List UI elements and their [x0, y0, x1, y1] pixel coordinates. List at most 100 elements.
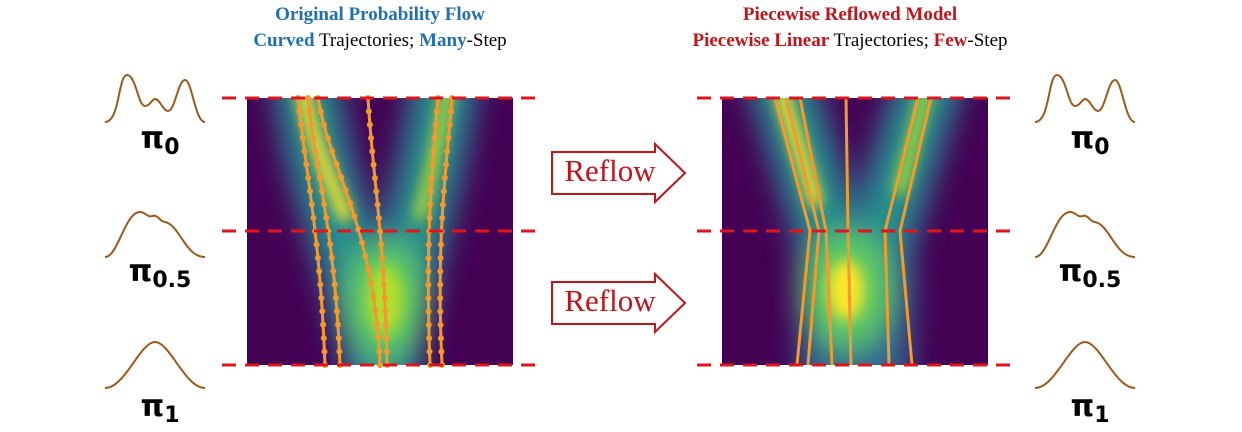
- trajectory-dot: [310, 214, 317, 221]
- density-curve: [104, 210, 206, 258]
- distribution-label: π0: [140, 121, 179, 160]
- trajectory-dot: [331, 281, 338, 288]
- trajectory-dot: [317, 281, 324, 288]
- trajectory-dot: [306, 108, 313, 115]
- reflow-arrow: Reflow: [551, 271, 687, 335]
- trajectory-dot: [425, 295, 432, 302]
- distribution-label: π0.5: [129, 254, 192, 293]
- trajectory-dot: [441, 174, 448, 181]
- reflow-arrow: Reflow: [551, 141, 687, 205]
- symbol: π: [1070, 389, 1094, 424]
- trajectory-dot: [371, 175, 378, 182]
- density-curve: [1034, 210, 1136, 258]
- trajectory-dot: [366, 121, 373, 128]
- trajectory-dot: [437, 255, 444, 262]
- trajectory-dot: [330, 268, 337, 275]
- trajectory-dot: [308, 201, 315, 208]
- trajectory-dot: [347, 200, 354, 207]
- trajectory-dot: [440, 188, 447, 195]
- trajectory-dot: [378, 241, 385, 248]
- trajectory-dot: [314, 161, 321, 168]
- trajectory-dot: [437, 295, 444, 302]
- trajectory-dot: [355, 226, 362, 233]
- trajectory-dot: [314, 254, 321, 261]
- density-curve: [104, 73, 206, 123]
- subtitle-part: Few: [934, 30, 968, 51]
- trajectory-dot: [319, 308, 326, 315]
- subtitle-part: -Step: [967, 30, 1007, 51]
- trajectory-dot: [334, 321, 341, 328]
- density-curve: [104, 340, 206, 389]
- trajectory-dot: [429, 161, 436, 168]
- trajectory-dot: [439, 201, 446, 208]
- symbol: π: [140, 121, 164, 156]
- trajectory-dot: [333, 161, 340, 168]
- trajectory-dot: [328, 254, 335, 261]
- trajectory-dot: [320, 121, 327, 128]
- trajectory-dot: [316, 268, 323, 275]
- left-subtitle: Curved Trajectories; Many-Step: [253, 30, 506, 51]
- trajectory-dot: [444, 148, 451, 155]
- arrow-label: Reflow: [564, 283, 656, 318]
- trajectory: [773, 97, 812, 366]
- trajectory-dot: [381, 295, 388, 302]
- trajectory-dot: [370, 161, 377, 168]
- trajectory-dot: [332, 294, 339, 301]
- trajectory-dot: [296, 108, 303, 115]
- trajectory-dot: [377, 228, 384, 235]
- trajectory: [898, 97, 933, 366]
- right-distributions: [1034, 73, 1136, 389]
- trajectory-dot: [369, 148, 376, 155]
- trajectory-dot: [425, 241, 432, 248]
- trajectory-dot: [425, 308, 432, 315]
- trajectory-dot: [338, 174, 345, 181]
- subtitle-part: Piecewise Linear: [692, 30, 829, 51]
- right-subtitle: Piecewise Linear Trajectories; Few-Step: [692, 30, 1007, 51]
- trajectory-dot: [437, 241, 444, 248]
- trajectory-dot: [446, 121, 453, 128]
- trajectory-dot: [425, 321, 432, 328]
- trajectory-dot: [428, 174, 435, 181]
- subscript: 0: [164, 135, 179, 160]
- trajectory-dot: [379, 255, 386, 262]
- trajectory-dot: [312, 148, 319, 155]
- trajectory-dot: [425, 268, 432, 275]
- trajectory-dot: [372, 307, 379, 314]
- trajectory-dot: [373, 188, 380, 195]
- distribution-label: π0: [1070, 121, 1109, 160]
- subtitle-part: Many: [419, 30, 467, 51]
- trajectory-dot: [336, 348, 343, 355]
- distribution-label: π1: [140, 389, 179, 428]
- trajectory-dot: [313, 241, 320, 248]
- subscript: 1: [164, 403, 179, 428]
- trajectory-dot: [327, 241, 334, 248]
- trajectory-dot: [442, 161, 449, 168]
- left-trajectories: [295, 95, 455, 368]
- trajectory-dot: [431, 134, 438, 141]
- trajectory-dot: [342, 187, 349, 194]
- subtitle-part: Curved: [253, 30, 315, 51]
- trajectory-dot: [316, 174, 323, 181]
- trajectory-dot: [445, 134, 452, 141]
- trajectory-dot: [334, 308, 341, 315]
- trajectory-dot: [437, 308, 444, 315]
- trajectory-dot: [365, 266, 372, 273]
- trajectory-dot: [317, 108, 324, 115]
- subscript: 1: [1094, 403, 1109, 428]
- distribution-label: π1: [1070, 389, 1109, 428]
- trajectory-dot: [432, 121, 439, 128]
- trajectory-dot: [426, 335, 433, 342]
- trajectory-dot: [320, 321, 327, 328]
- right-title: Piecewise Reflowed Model: [743, 4, 957, 25]
- trajectory-dot: [439, 214, 446, 221]
- symbol: π: [1059, 254, 1083, 289]
- trajectory-dot: [382, 321, 389, 328]
- time-lines: [222, 96, 1012, 367]
- trajectory-dot: [323, 214, 330, 221]
- trajectory-dot: [425, 255, 432, 262]
- trajectory-dot: [319, 188, 326, 195]
- trajectory-dot: [310, 135, 317, 142]
- trajectory-dot: [426, 215, 433, 222]
- trajectory-dot: [426, 348, 433, 355]
